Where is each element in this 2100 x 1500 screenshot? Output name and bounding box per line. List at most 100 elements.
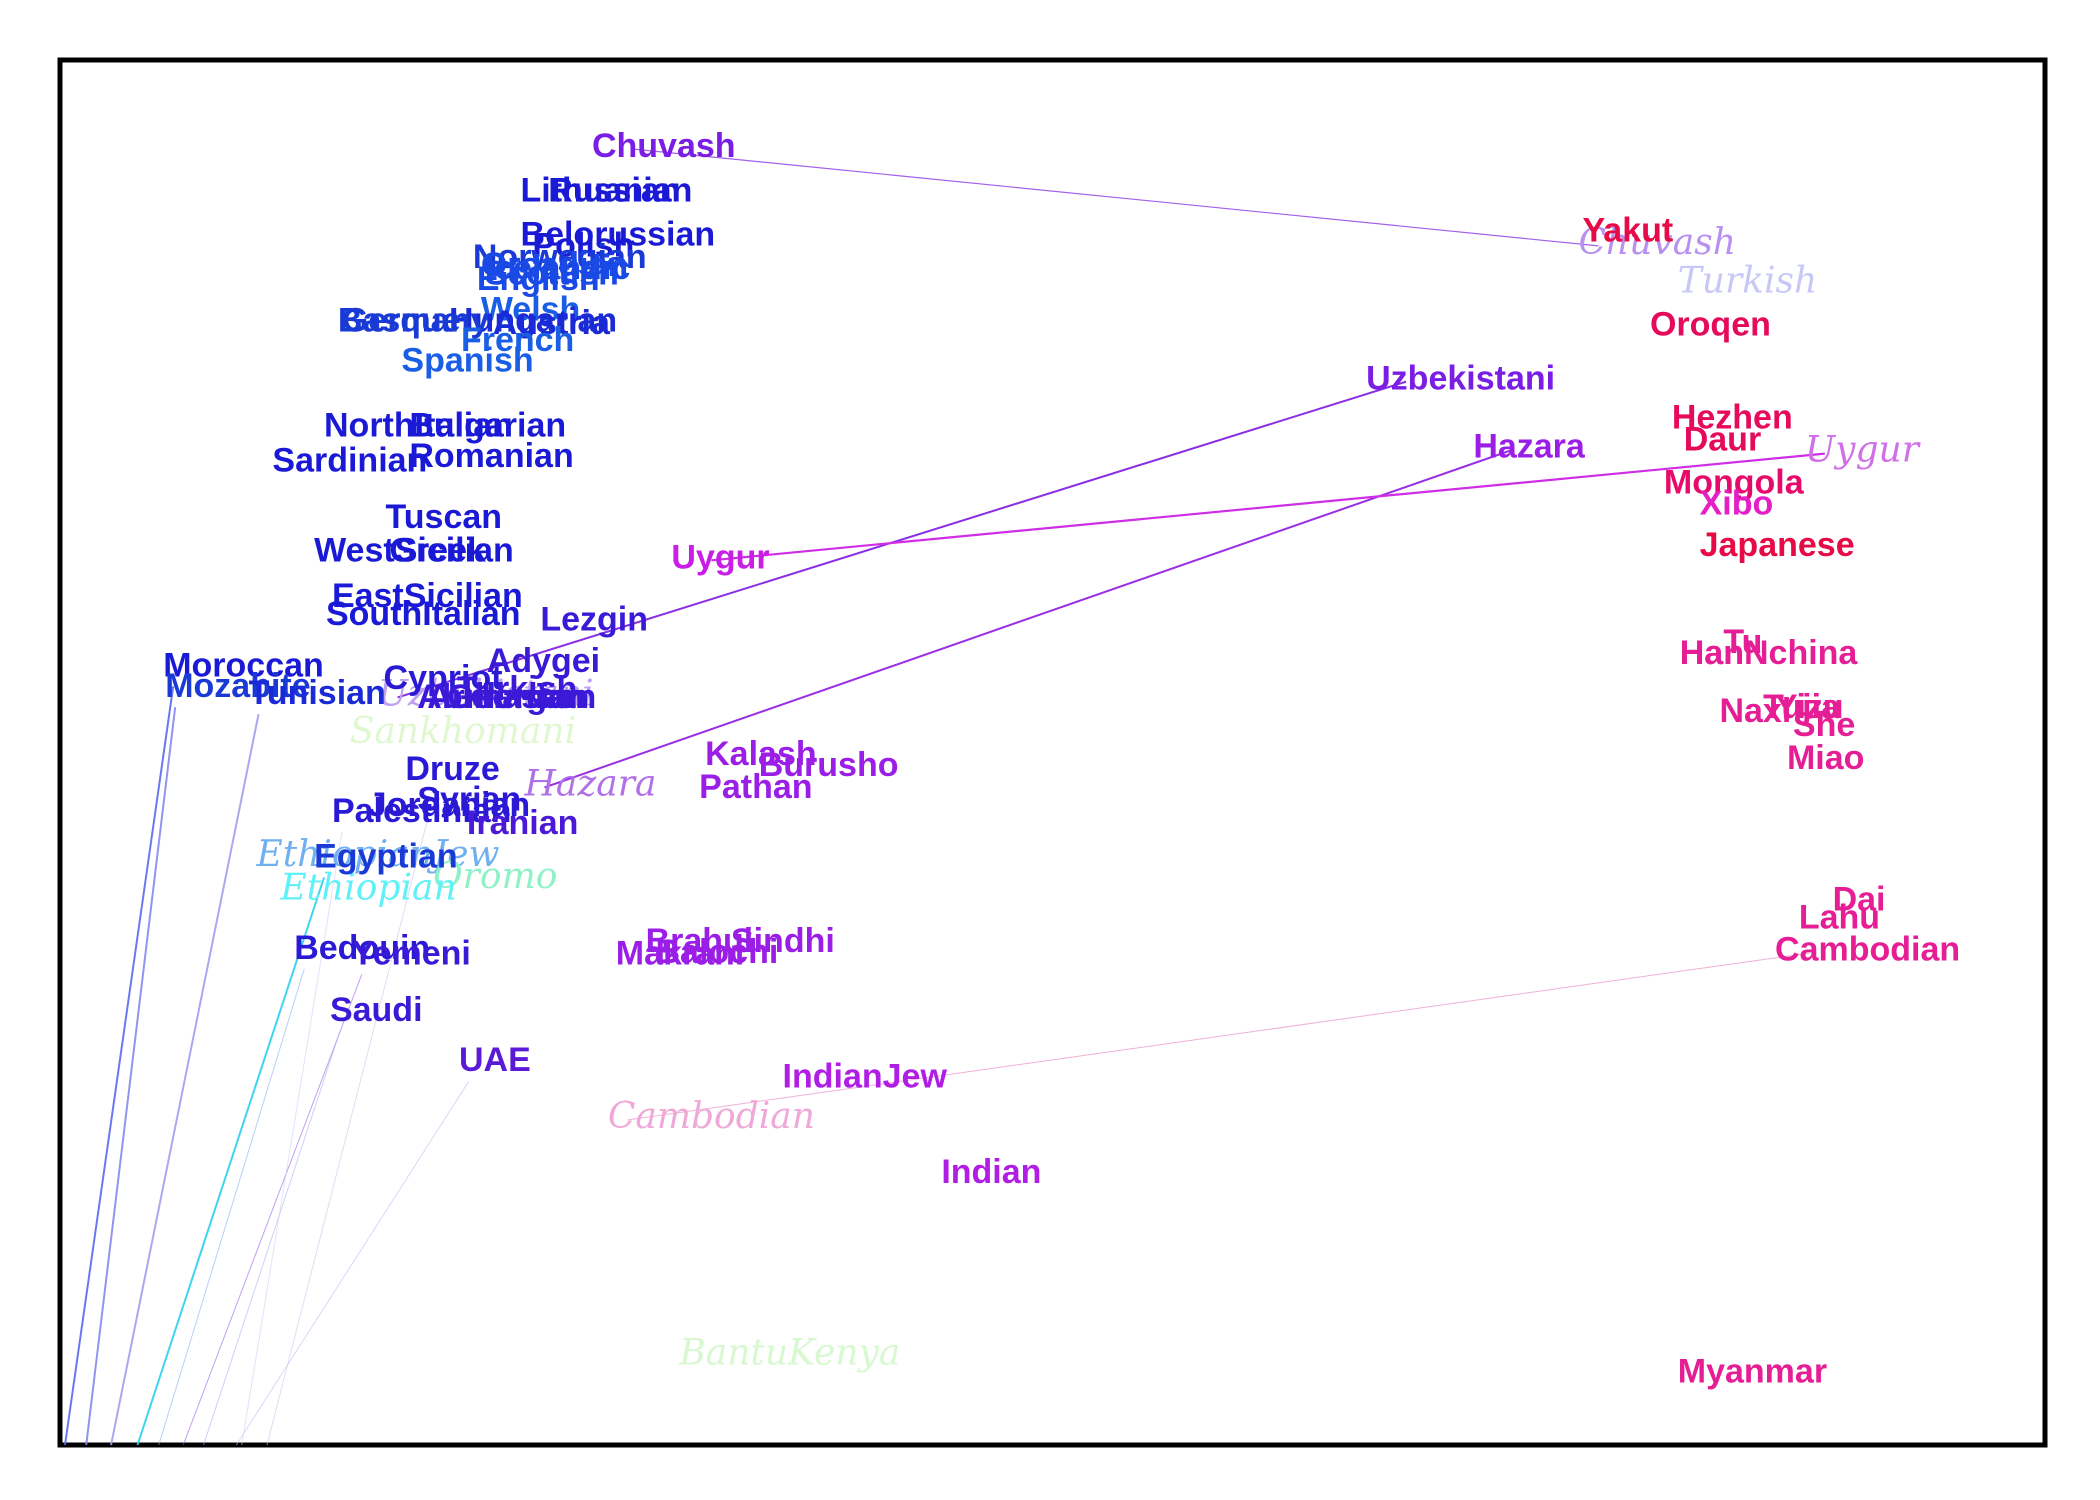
- point-label-uygur: Uygur: [671, 538, 769, 576]
- point-label-uzbekistani: Uzbekistani: [1366, 360, 1555, 398]
- point-label-jordanian: Jordanian: [368, 786, 530, 824]
- point-label-sindhi: Sindhi: [731, 922, 835, 960]
- ghost-label-turkish: Turkish: [1678, 261, 1817, 302]
- point-label-makrani: Makrani: [616, 934, 745, 972]
- point-label-indianjew: IndianJew: [783, 1058, 948, 1096]
- point-label-hungarian: Hungarian: [449, 301, 617, 339]
- ghost-label-cambodian: Cambodian: [608, 1096, 815, 1137]
- point-label-welsh: Welsh: [481, 290, 581, 328]
- link-line-yemeni: [182, 974, 363, 1445]
- link-line-uygur: [711, 452, 1825, 562]
- point-label-abkhasian: Abkhasian: [417, 678, 589, 716]
- point-label-germany: Germany: [342, 301, 489, 339]
- point-label-georgian: Georgian: [447, 678, 596, 716]
- point-label-saudi: Saudi: [330, 991, 423, 1029]
- point-label-xibo: Xibo: [1700, 484, 1774, 522]
- point-label-belorussian: Belorussian: [521, 216, 716, 254]
- ghost-label-ethiopianjew: EthiopianJew: [256, 834, 500, 875]
- point-label-myanmar: Myanmar: [1678, 1353, 1827, 1391]
- point-label-chuvash: Chuvash: [592, 127, 736, 165]
- point-label-egyptian: Egyptian: [314, 837, 458, 875]
- point-label-han: Han: [1680, 634, 1744, 672]
- point-label-scottish: Scottish: [485, 254, 619, 292]
- link-line-mozabite: [85, 706, 177, 1445]
- point-label-sardinian: Sardinian: [272, 441, 427, 479]
- point-label-lithuanian: Lithuanian: [521, 171, 693, 209]
- point-label-pathan: Pathan: [699, 768, 812, 806]
- ghost-label-uzbekistani: Uzbekistani: [378, 673, 594, 714]
- ghost-label-oromo: Oromo: [433, 856, 557, 897]
- point-label-icelandic: Icelandic: [485, 249, 631, 287]
- point-label-mongola: Mongola: [1664, 464, 1805, 502]
- link-line-hazara: [544, 448, 1514, 789]
- point-label-armenian: Armenian: [427, 678, 584, 716]
- point-label-syrian: Syrian: [417, 781, 521, 819]
- ghost-labels: ChuvashTurkishUygurUzbekistaniSankhomani…: [256, 222, 1921, 1374]
- point-label-cypriot: Cypriot: [384, 659, 503, 697]
- point-label-balochi: Balochi: [656, 933, 779, 971]
- point-label-burusho: Burusho: [759, 746, 899, 784]
- point-label-bedouin: Bedouin: [294, 929, 430, 967]
- point-label-miao: Miao: [1787, 739, 1864, 777]
- point-label-moroccan: Moroccan: [163, 646, 324, 684]
- point-label-druze: Druze: [405, 750, 499, 788]
- point-label-indian: Indian: [941, 1153, 1041, 1191]
- point-label-tunisian: Tunisian: [249, 674, 386, 712]
- link-line-bedouin: [158, 968, 305, 1445]
- point-label-tu: Tu: [1723, 623, 1762, 661]
- point-label-dai: Dai: [1833, 880, 1886, 918]
- point-label-japanese: Japanese: [1700, 526, 1855, 564]
- point-label-iranian: Iranian: [467, 804, 578, 842]
- point-label-cambodian: Cambodian: [1775, 930, 1960, 968]
- point-label-lahu: Lahu: [1799, 898, 1880, 936]
- point-label-brahui: Brahui: [646, 922, 754, 960]
- point-label-hannchina: HanNchina: [1680, 634, 1859, 672]
- point-label-norwegian: Norwegian: [473, 238, 647, 276]
- ghost-label-chuvash: Chuvash: [1579, 222, 1736, 263]
- point-label-southitalian: SouthItalian: [326, 595, 521, 633]
- point-label-kalash: Kalash: [705, 735, 817, 773]
- point-label-adygei: Adygei: [487, 642, 600, 680]
- point-label-northitalian: NorthItalian: [324, 407, 513, 445]
- point-label-yemeni: Yemeni: [352, 934, 471, 972]
- point-label-turkish: Turkish: [457, 670, 577, 708]
- point-label-eastsicilian: EastSicilian: [332, 577, 523, 615]
- point-label-tuscan: Tuscan: [386, 498, 503, 536]
- background-lines: [63, 686, 470, 1445]
- point-label-naxi: Naxi: [1719, 692, 1791, 730]
- link-line-tunisian: [110, 713, 260, 1445]
- point-label-austria: Austria: [493, 304, 611, 342]
- point-label-mozabite: Mozabite: [165, 667, 310, 705]
- link-line-syrian: [266, 820, 428, 1445]
- point-label-french: French: [461, 321, 574, 359]
- point-label-hezhen: Hezhen: [1672, 398, 1793, 436]
- point-label-westsicilian: WestSicilian: [314, 531, 514, 569]
- point-label-hazara: Hazara: [1473, 427, 1586, 465]
- ghost-label-sankhomani: Sankhomani: [350, 711, 576, 752]
- ghost-label-ethiopian: Ethiopian: [279, 867, 456, 908]
- point-label-tujia: Tujia: [1763, 688, 1841, 726]
- point-label-yakut: Yakut: [1582, 211, 1673, 249]
- point-label-orcadian: Orcadian: [481, 246, 628, 284]
- point-label-palestinian: Palestinian: [332, 792, 512, 830]
- link-line-moroccan: [63, 686, 175, 1445]
- link-line-palestinian: [241, 831, 343, 1445]
- point-label-she: She: [1793, 706, 1855, 744]
- point-label-bulgarian: Bulgarian: [409, 407, 566, 445]
- link-line-cambodian: [627, 951, 1816, 1121]
- point-label-yizu: Yizu: [1775, 688, 1844, 726]
- point-label-basque: Basque: [338, 301, 461, 339]
- link-line-uzbekistani: [397, 380, 1407, 699]
- link-line-egyptian: [136, 877, 326, 1445]
- point-label-daur: Daur: [1684, 421, 1761, 459]
- point-label-oroqen: Oroqen: [1650, 306, 1771, 344]
- link-line-chuvash: [631, 148, 1599, 247]
- point-label-uae: UAE: [459, 1041, 531, 1079]
- point-label-lezgin: Lezgin: [540, 601, 648, 639]
- point-label-spanish: Spanish: [401, 342, 533, 380]
- point-label-english: English: [477, 260, 600, 298]
- plot-area: [57, 57, 2048, 1448]
- ghost-label-bantukenya: BantuKenya: [678, 1333, 900, 1374]
